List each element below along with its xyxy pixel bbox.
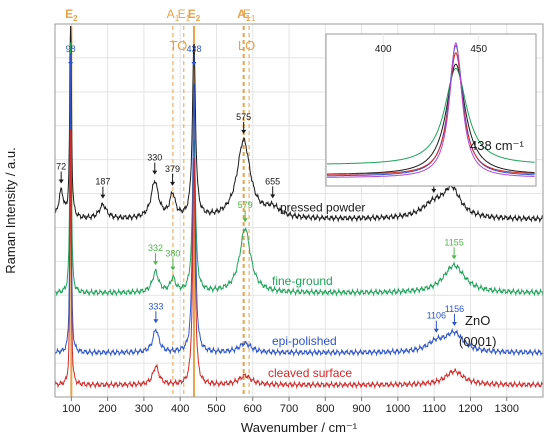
peak-label: 330: [147, 153, 162, 163]
peak-label: 579: [238, 200, 253, 210]
mode-label-sub: 1: [186, 14, 191, 23]
peak-arrow-head: [170, 266, 176, 271]
peak-arrow-head: [152, 170, 158, 175]
y-axis-label: Raman Intensity / a.u.: [3, 147, 18, 273]
x-tick-label: 900: [352, 403, 370, 415]
x-tick-label: 600: [244, 403, 262, 415]
inset-series-line: [327, 52, 535, 175]
series-group: pressed powder fine-ground epi-polished cle…: [54, 25, 544, 390]
peak-arrow-head: [433, 328, 439, 333]
peak-arrow-head: [153, 319, 159, 324]
peak-label: 438: [186, 44, 201, 54]
peak-label: 575: [236, 112, 251, 122]
x-tick-label: 400: [171, 403, 189, 415]
inset-chart: 400 450 438 cm⁻¹: [325, 33, 537, 187]
peak-label: 333: [148, 301, 163, 311]
peak-label: 655: [265, 176, 280, 186]
peak-arrow-head: [241, 129, 247, 134]
peak-arrow-head: [451, 255, 457, 260]
peak-arrow-head: [451, 321, 457, 326]
peak-arrow-head: [58, 179, 64, 184]
peak-label: 380: [165, 249, 180, 259]
x-tick-label: 100: [62, 403, 80, 415]
mode-group-label: LO: [238, 38, 255, 53]
mode-label-sub: 1: [251, 14, 256, 23]
mode-group-label: TO: [169, 38, 187, 53]
x-tick-label: 800: [316, 403, 334, 415]
peak-label: 1156: [445, 304, 464, 314]
mode-label-sub: 1: [246, 14, 251, 23]
series-label: cleaved surface: [268, 366, 352, 380]
annotation: (0001): [459, 334, 497, 349]
inset-series-line: [327, 42, 535, 178]
peak-arrow-head: [100, 194, 106, 199]
peak-arrow-head: [191, 62, 197, 66]
x-tick-label: 300: [135, 403, 153, 415]
x-axis-label: Wavenumber / cm⁻¹: [241, 420, 358, 435]
peak-arrow-head: [68, 62, 74, 66]
series-line: [54, 52, 543, 358]
inset-frame: [325, 33, 537, 187]
x-tick-label: 1000: [386, 403, 410, 415]
x-tick-label: 1100: [422, 403, 446, 415]
mode-label-sub: 2: [73, 14, 78, 23]
peak-label: 379: [165, 164, 180, 174]
x-tick-label: 200: [98, 403, 116, 415]
peak-arrow-head: [170, 181, 176, 186]
inset-annotation: 438 cm⁻¹: [470, 138, 524, 153]
x-tick-label: 700: [280, 403, 298, 415]
annotations: ZnO (0001): [459, 313, 497, 349]
series-line: [54, 42, 544, 297]
mode-label-sub: 1: [175, 14, 180, 23]
inset-series-line: [327, 67, 535, 165]
series-line: [54, 129, 544, 390]
inset-series-line: [327, 63, 535, 175]
series-line: [54, 25, 544, 224]
plot-frame: [54, 23, 544, 398]
peak-label: 98: [66, 44, 76, 54]
x-tick-label: 500: [207, 403, 225, 415]
mode-label-sub: 2: [196, 14, 201, 23]
series-label: fine-ground: [272, 274, 333, 288]
peak-label: 72: [56, 162, 66, 172]
peak-arrow-head: [242, 218, 248, 223]
x-ticks: 100 200 300 400 500 600 700 800 900 1000 1100 1200 1…: [62, 397, 519, 415]
peak-arrow-head: [431, 188, 437, 193]
series-label: epi-polished: [272, 334, 337, 348]
inset-tick-label: 400: [375, 44, 392, 55]
peak-label: 187: [95, 177, 110, 187]
inset-tick-label: 450: [470, 44, 487, 55]
peak-arrow-head: [153, 261, 159, 266]
x-tick-label: 1300: [494, 403, 518, 415]
x-tick-label: 1200: [458, 403, 482, 415]
peak-label: 332: [148, 243, 163, 253]
peak-label: 1155: [444, 237, 463, 247]
annotation: ZnO: [465, 313, 490, 328]
peak-label: 1106: [427, 311, 446, 321]
peak-arrow-head: [270, 194, 276, 199]
series-label: pressed powder: [280, 200, 365, 214]
